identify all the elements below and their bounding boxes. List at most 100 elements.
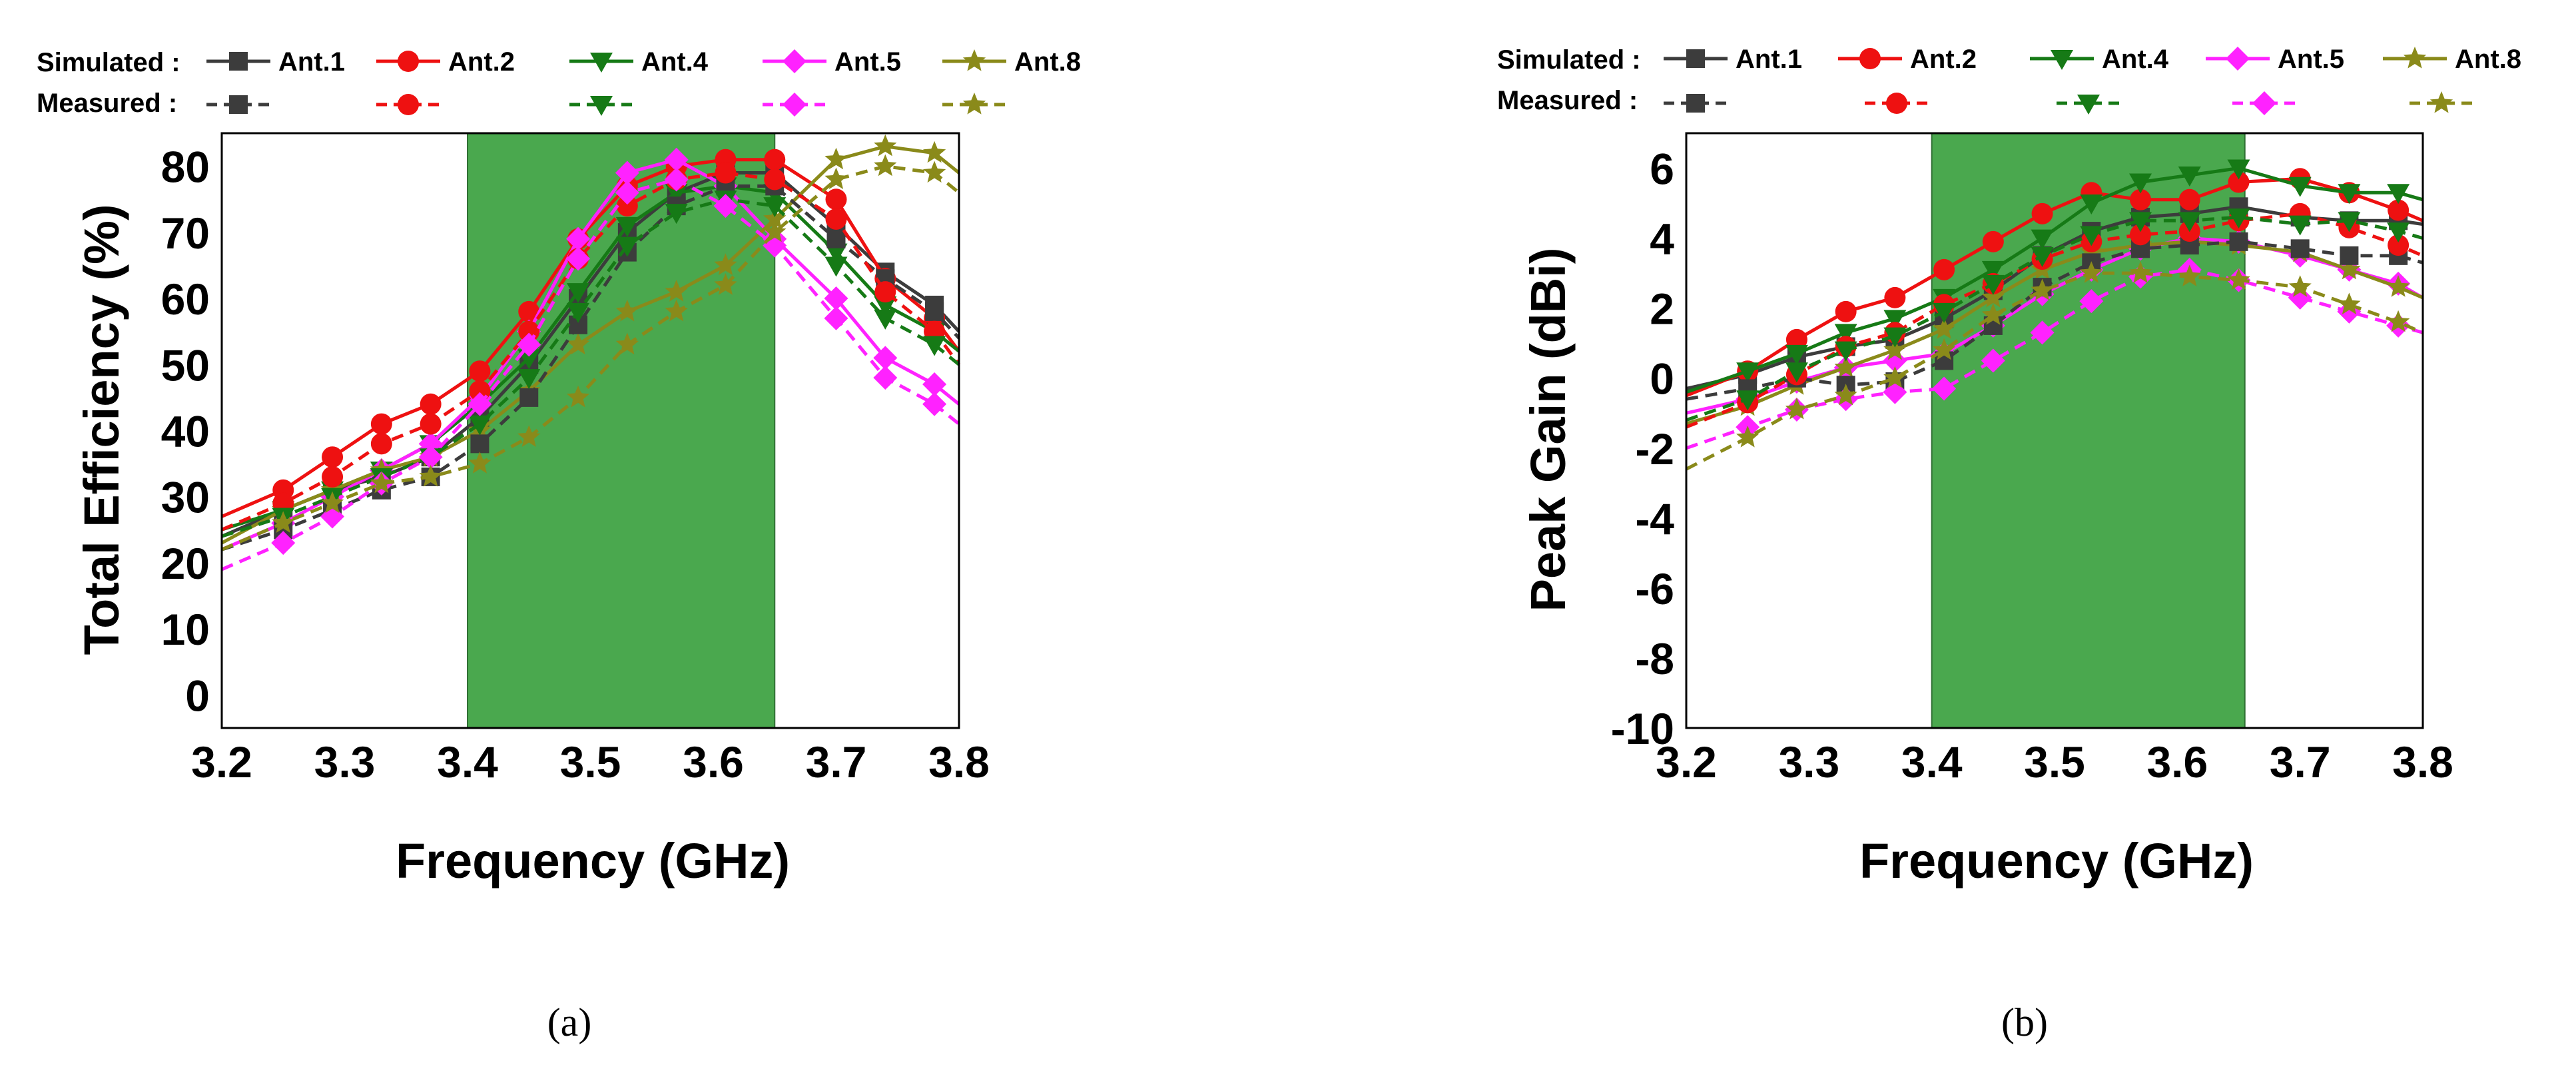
a-legend-ant-2-measured-marker — [398, 94, 419, 115]
a-ant-5-simulated-line — [221, 158, 960, 551]
a-legend-ant-1-measured-marker — [229, 95, 248, 114]
b-ant-4-measured-point — [2178, 212, 2201, 232]
a-y-tick-label: 50 — [161, 340, 210, 390]
b-ant-2-simulated-point — [1884, 286, 1906, 308]
b-x-tick-label: 3.3 — [1778, 737, 1839, 787]
a-ant-8-simulated-point — [763, 207, 787, 229]
a-ant-5-measured-point — [418, 445, 443, 470]
a-ant-5-measured-line — [221, 178, 960, 571]
a-ant-8-measured-point — [615, 332, 639, 355]
a-legend-ant-2-simulated-marker — [398, 51, 419, 72]
b-ant-4-measured-point — [1981, 274, 2005, 295]
a-ant-4-measured-point — [824, 256, 848, 277]
a-ant-2-measured-point — [764, 169, 786, 190]
panel-b-legend: Simulated : Measured : Ant.1 Ant.2 Ant.4 An… — [1497, 45, 2521, 115]
panel-a-plot-frame — [220, 132, 960, 729]
a-x-tick-label: 3.3 — [314, 737, 376, 787]
a-ant-8-measured-point — [714, 273, 737, 295]
a-ant-2-measured-point — [874, 281, 896, 303]
b-ant-8-measured-point — [2288, 275, 2312, 297]
a-ant-5-simulated-point — [873, 346, 898, 370]
b-ant-8-measured-point — [1883, 366, 1907, 388]
a-ant-2-measured-point — [420, 413, 442, 435]
b-ant-2-simulated-point — [2388, 199, 2410, 221]
b-ant-8-measured-point — [2338, 292, 2361, 314]
b-ant-8-measured-point — [1834, 384, 1857, 406]
b-legend-ant-1-label: Ant.1 — [1736, 45, 1802, 74]
b-ant-8-simulated-point — [1883, 338, 1907, 360]
b-x-tick-label: 3.7 — [2270, 737, 2331, 787]
panel-b-x-tick-labels: 3.2 3.3 3.4 3.5 3.6 3.7 3.8 — [1656, 737, 2453, 787]
b-ant-4-measured-line — [1686, 215, 2423, 422]
a-ant-5-measured-point — [922, 392, 947, 416]
b-ant-4-simulated-point — [2080, 194, 2103, 215]
a-legend-ant-5-measured-marker — [783, 93, 806, 117]
a-ant-4-measured-point — [615, 236, 639, 257]
a-y-tick-label: 60 — [161, 274, 210, 324]
panel-b-peak-gain: 3.2 3.3 3.4 3.5 3.6 3.7 3.8 -10 -8 -6 -4 -2 0 2 4 6 Fr… — [1497, 45, 2521, 1044]
b-legend-ant-4-label: Ant.4 — [2102, 45, 2169, 74]
b-x-tick-label: 3.8 — [2392, 737, 2453, 787]
b-ant-2-simulated-point — [2178, 188, 2200, 210]
a-y-tick-label: 10 — [161, 605, 210, 654]
a-legend-ant-1-label: Ant.1 — [278, 47, 345, 77]
b-ant-5-measured-point — [2079, 289, 2104, 314]
a-ant-1-measured-line — [221, 184, 960, 551]
a-legend-ant-4-label: Ant.4 — [641, 47, 709, 77]
a-ant-4-simulated-point — [824, 243, 848, 264]
b-ant-2-measured-point — [2388, 234, 2410, 256]
a-ant-4-measured-point — [923, 336, 946, 356]
b-y-tick-label: -4 — [1635, 494, 1674, 543]
b-ant-4-simulated-point — [2338, 184, 2361, 204]
b-ant-4-simulated-line — [1686, 167, 2423, 394]
b-y-tick-label: 0 — [1650, 354, 1674, 404]
b-legend-ant-8-label: Ant.8 — [2455, 45, 2521, 74]
panel-b-y-tick-labels: -10 -8 -6 -4 -2 0 2 4 6 — [1611, 145, 1675, 753]
b-x-tick-label: 3.4 — [1901, 737, 1963, 787]
b-ant-4-simulated-point — [1981, 260, 2005, 281]
b-legend-ant-4-simulated-marker — [2051, 50, 2073, 70]
a-x-tick-label: 3.5 — [560, 737, 621, 787]
a-y-tick-label: 20 — [161, 539, 210, 588]
a-ant-4-measured-line — [221, 197, 960, 538]
panel-a-x-tick-labels: 3.2 3.3 3.4 3.5 3.6 3.7 3.8 — [191, 737, 990, 787]
a-ant-1-measured-point — [470, 434, 489, 454]
b-ant-8-measured-point — [2128, 261, 2152, 283]
b-ant-4-measured-point — [2338, 212, 2361, 232]
b-legend-ant-1-simulated-marker — [1686, 49, 1705, 68]
b-ant-1-simulated-line — [1686, 204, 2423, 390]
a-y-tick-label: 30 — [161, 473, 210, 522]
a-ant-5-simulated-point — [615, 161, 639, 185]
b-ant-4-simulated-point — [1834, 324, 1857, 344]
a-x-tick-label: 3.6 — [683, 737, 744, 787]
b-legend-ant-5-label: Ant.5 — [2278, 45, 2344, 74]
a-x-tick-label: 3.2 — [191, 737, 252, 787]
b-ant-4-simulated-point — [1785, 344, 1808, 365]
a-ant-5-simulated-point — [664, 147, 689, 172]
a-ant-1-measured-point — [925, 302, 944, 321]
b-ant-8-measured-point — [1736, 426, 1760, 448]
b-ant-5-measured-point — [1981, 348, 2005, 373]
b-y-tick-label: -6 — [1635, 564, 1674, 613]
a-ant-5-measured-point — [873, 366, 898, 390]
panel-b-caption: (b) — [2001, 1000, 2048, 1044]
a-ant-2-measured-point — [715, 162, 737, 184]
b-ant-2-simulated-point — [1933, 258, 1955, 280]
a-ant-2-simulated-point — [420, 393, 442, 415]
b-ant-2-measured-point — [2130, 224, 2152, 246]
a-ant-2-measured-point — [616, 195, 638, 217]
b-ant-8-measured-point — [1981, 303, 2005, 325]
b-ant-8-measured-point — [2080, 261, 2103, 283]
a-ant-8-simulated-point — [566, 332, 590, 355]
b-ant-8-simulated-point — [1834, 355, 1857, 378]
a-ant-4-simulated-point — [874, 296, 897, 316]
a-x-tick-label: 3.8 — [928, 737, 990, 787]
b-ant-4-measured-point — [2227, 208, 2250, 229]
panel-a-legend-measured-label: Measured : — [37, 89, 177, 118]
b-legend-ant-8-measured-marker — [2429, 91, 2453, 113]
b-ant-4-measured-point — [2031, 246, 2054, 267]
b-y-tick-label: 4 — [1650, 214, 1674, 264]
a-ant-8-measured-point — [763, 220, 787, 242]
b-y-tick-label: -2 — [1635, 424, 1674, 474]
a-ant-5-measured-point — [664, 167, 689, 192]
